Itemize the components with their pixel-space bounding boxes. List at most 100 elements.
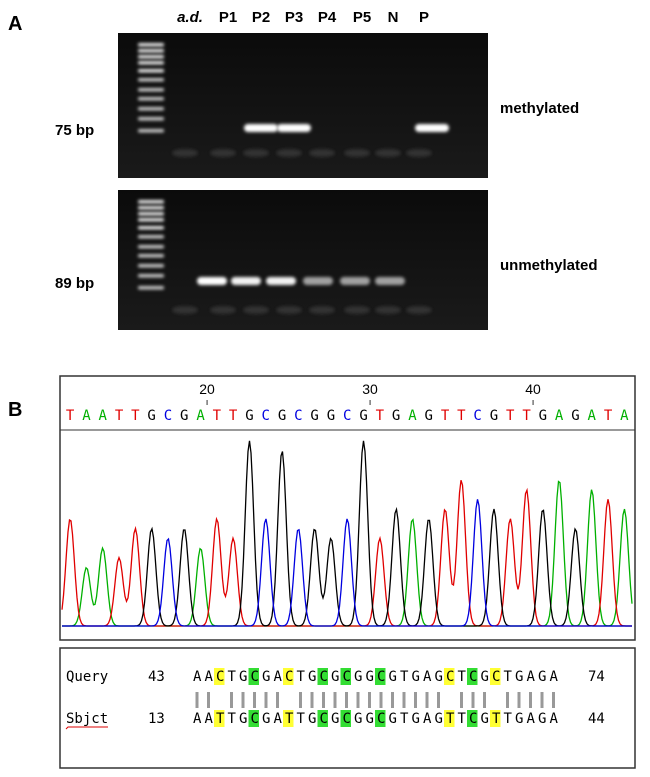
haze [210, 149, 236, 157]
base: G [180, 408, 188, 424]
band [244, 124, 278, 132]
haze [276, 306, 302, 314]
base: T [441, 408, 450, 424]
highlight [283, 668, 294, 685]
base: A [555, 408, 564, 424]
highlight [214, 668, 225, 685]
base: T [376, 408, 385, 424]
seq-segment: T [458, 711, 467, 727]
haze [309, 149, 335, 157]
base: T [213, 408, 222, 424]
band [231, 277, 261, 285]
seq-segment: TGAGA [504, 669, 559, 685]
seq-segment: T [285, 711, 294, 727]
base: C [262, 408, 270, 424]
seq-start: 13 [148, 711, 165, 727]
base: A [588, 408, 597, 424]
position-label: 30 [362, 381, 378, 397]
base: G [425, 408, 433, 424]
seq-segment: C [251, 711, 259, 727]
band [266, 277, 296, 285]
status-label: methylated [500, 100, 579, 117]
ladder-band [138, 206, 164, 210]
base: G [147, 408, 155, 424]
highlight [375, 710, 386, 727]
seq-segment: G [331, 711, 339, 727]
lane-label: N [388, 9, 399, 26]
lane-label: P4 [318, 9, 337, 26]
base: A [99, 408, 108, 424]
seq-name: Sbjct [66, 711, 108, 727]
seq-segment: C [343, 669, 351, 685]
seq-segment: G [481, 711, 489, 727]
panel-label: B [8, 399, 22, 421]
haze [210, 306, 236, 314]
seq-end: 44 [588, 711, 605, 727]
seq-segment: C [446, 669, 454, 685]
band [197, 277, 227, 285]
seq-segment: G [481, 669, 489, 685]
base: C [294, 408, 302, 424]
seq-end: 74 [588, 669, 605, 685]
base: G [392, 408, 400, 424]
lane-label: P3 [285, 9, 303, 26]
seq-segment: C [216, 669, 224, 685]
seq-segment: C [377, 711, 385, 727]
seq-segment: T [458, 669, 467, 685]
trace [62, 440, 632, 627]
lane-label: P5 [353, 9, 371, 26]
seq-segment: TGAGA [504, 711, 559, 727]
seq-segment: C [377, 669, 385, 685]
lane-label: a.d. [177, 9, 203, 26]
trace [62, 499, 632, 627]
base: G [310, 408, 318, 424]
size-label: 75 bp [55, 122, 94, 139]
lane-label: P2 [252, 9, 270, 26]
band [340, 277, 370, 285]
highlight [340, 710, 351, 727]
position-label: 20 [199, 381, 215, 397]
highlight [444, 710, 455, 727]
haze [243, 306, 269, 314]
haze [375, 149, 401, 157]
highlight [214, 710, 225, 727]
seq-segment: C [320, 669, 328, 685]
ladder-band [138, 43, 164, 47]
haze [276, 149, 302, 157]
base: A [620, 408, 629, 424]
haze [406, 149, 432, 157]
ladder-band [138, 218, 164, 222]
band [277, 124, 311, 132]
status-label: unmethylated [500, 257, 598, 274]
haze [344, 149, 370, 157]
seq-segment: GTGAG [389, 669, 443, 685]
ladder-band [138, 200, 164, 204]
base: T [522, 408, 531, 424]
highlight [340, 668, 351, 685]
base: G [359, 408, 367, 424]
seq-segment: C [469, 711, 477, 727]
ladder-band [138, 264, 164, 268]
ladder-band [138, 254, 164, 258]
position-label: 40 [525, 381, 541, 397]
seq-segment: GTGAG [389, 711, 443, 727]
seq-segment: C [343, 711, 351, 727]
highlight [317, 710, 328, 727]
base: G [327, 408, 335, 424]
band [415, 124, 449, 132]
ladder-band [138, 235, 164, 239]
lane-label: P1 [219, 9, 237, 26]
highlight [248, 710, 259, 727]
seq-start: 43 [148, 669, 165, 685]
base: A [196, 408, 205, 424]
ladder-band [138, 117, 164, 121]
ladder-band [138, 212, 164, 216]
highlight [283, 710, 294, 727]
spell-underline [65, 726, 108, 730]
haze [344, 306, 370, 314]
base: C [343, 408, 351, 424]
highlight [467, 668, 478, 685]
seq-segment: T [216, 711, 225, 727]
ladder-band [138, 78, 164, 82]
